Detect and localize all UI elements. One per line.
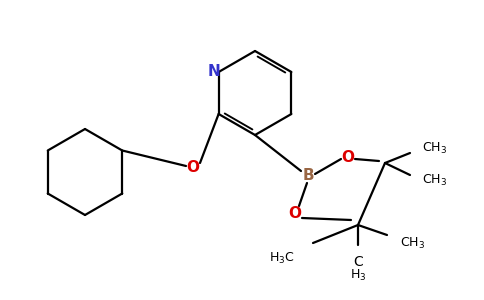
Text: H$_3$: H$_3$ [350,268,366,283]
Text: CH$_3$: CH$_3$ [400,236,425,250]
Text: CH$_3$: CH$_3$ [422,140,447,155]
Text: O: O [342,149,354,164]
Text: C: C [353,255,363,269]
Text: H$_3$C: H$_3$C [270,250,295,266]
Text: O: O [288,206,302,220]
Text: CH$_3$: CH$_3$ [422,172,447,188]
Text: N: N [207,64,220,80]
Text: B: B [302,169,314,184]
Text: O: O [186,160,199,175]
